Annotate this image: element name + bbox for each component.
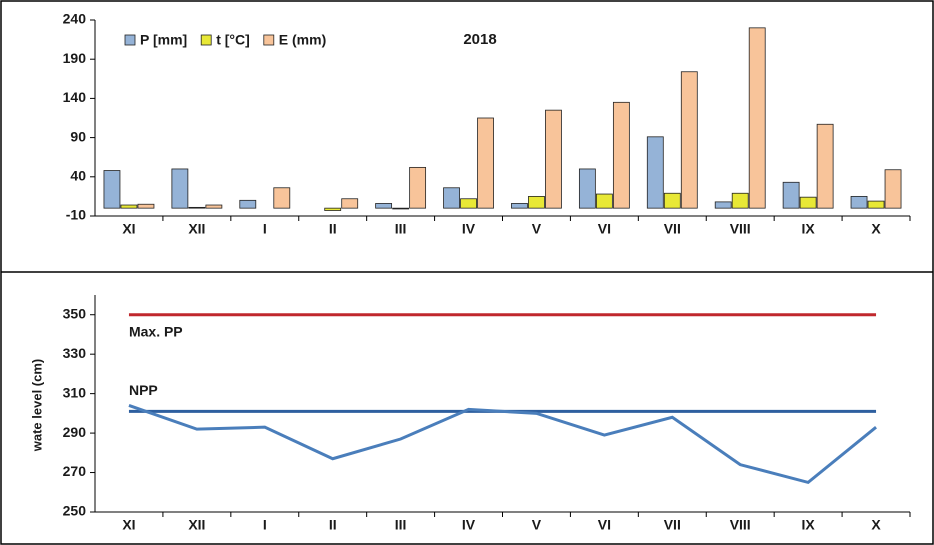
bar xyxy=(680,71,698,209)
x-tick-label: VI xyxy=(598,517,611,533)
bar xyxy=(867,200,885,209)
bar xyxy=(273,187,291,209)
x-tick-label: III xyxy=(395,517,407,533)
bar xyxy=(545,109,562,209)
y-tick-label: 40 xyxy=(70,168,86,184)
x-tick-label: VII xyxy=(664,517,681,533)
x-tick-label: XII xyxy=(188,517,205,533)
y-tick-label: 90 xyxy=(70,128,86,144)
y-axis-label: wate level (cm) xyxy=(29,359,44,453)
bar xyxy=(748,27,766,209)
bar xyxy=(782,181,800,209)
bar xyxy=(392,207,410,210)
bar xyxy=(731,192,749,209)
x-tick-label: VIII xyxy=(730,517,751,533)
bar xyxy=(850,195,868,209)
x-tick-label: VI xyxy=(598,221,611,237)
x-tick-label: IX xyxy=(802,221,816,237)
x-tick-label: X xyxy=(871,221,881,237)
y-tick-label: 140 xyxy=(63,89,87,105)
y-tick-label: 270 xyxy=(63,463,87,479)
bar xyxy=(205,204,223,209)
bar xyxy=(663,192,681,209)
bar xyxy=(528,195,545,209)
bar xyxy=(477,117,494,209)
water-level-line xyxy=(128,404,877,485)
x-tick-label: XI xyxy=(122,517,135,533)
bar xyxy=(409,166,427,209)
y-tick-label: 310 xyxy=(63,384,87,400)
y-tick-label: -10 xyxy=(66,207,86,223)
chart-annotation: 2018 xyxy=(463,31,496,48)
bar xyxy=(714,201,732,209)
bar xyxy=(341,198,359,209)
bar xyxy=(511,203,528,209)
bar xyxy=(103,170,121,209)
bar xyxy=(646,136,664,209)
y-tick-label: 250 xyxy=(63,503,87,519)
bar xyxy=(595,193,613,209)
bar xyxy=(324,207,342,211)
y-tick-label: 350 xyxy=(63,305,87,321)
bar xyxy=(171,168,189,209)
x-tick-label: VII xyxy=(664,221,681,237)
legend-label: P [mm] xyxy=(140,32,187,48)
bar xyxy=(612,101,630,209)
x-tick-label: V xyxy=(532,517,542,533)
bar xyxy=(799,196,817,209)
bar xyxy=(460,198,477,209)
bar xyxy=(816,123,834,209)
x-tick-label: I xyxy=(263,517,267,533)
bar xyxy=(188,206,206,209)
x-tick-label: IX xyxy=(802,517,816,533)
x-tick-label: V xyxy=(532,221,542,237)
bar xyxy=(120,204,138,209)
x-tick-label: XI xyxy=(122,221,135,237)
x-tick-label: II xyxy=(329,221,337,237)
x-tick-label: II xyxy=(329,517,337,533)
legend-label: E (mm) xyxy=(279,32,326,48)
x-tick-label: I xyxy=(263,221,267,237)
y-tick-label: 290 xyxy=(63,424,87,440)
bar xyxy=(137,203,155,209)
y-tick-label: 240 xyxy=(63,11,87,27)
x-tick-label: IV xyxy=(462,517,476,533)
reference-label: Max. PP xyxy=(129,323,183,339)
legend-swatch xyxy=(200,34,212,46)
x-tick-label: IV xyxy=(462,221,476,237)
x-tick-label: X xyxy=(871,517,881,533)
y-tick-label: 190 xyxy=(63,50,87,66)
bar xyxy=(375,203,393,209)
bar xyxy=(884,169,902,209)
legend-label: t [°C] xyxy=(216,32,250,48)
x-tick-label: VIII xyxy=(730,221,751,237)
reference-label: NPP xyxy=(129,382,158,398)
x-tick-label: XII xyxy=(188,221,205,237)
y-tick-label: 330 xyxy=(63,345,87,361)
legend-swatch xyxy=(263,34,275,46)
x-tick-label: III xyxy=(395,221,407,237)
bar xyxy=(578,168,596,209)
bar xyxy=(443,187,460,209)
bar xyxy=(239,199,257,209)
legend-swatch xyxy=(124,34,136,46)
